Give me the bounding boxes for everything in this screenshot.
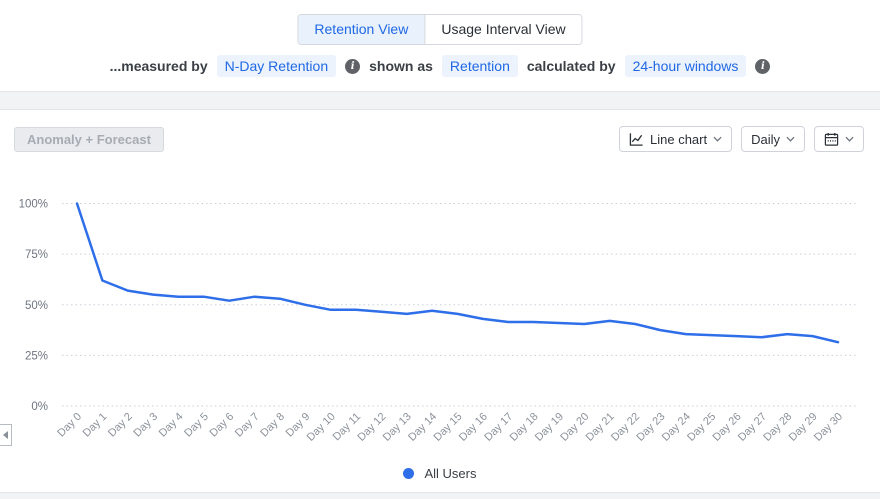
chevron-down-icon [713,136,722,142]
chart-legend: All Users [0,460,880,486]
x-axis-tick-label: Day 3 [131,411,160,440]
line-chart-icon [629,132,644,147]
x-axis-tick-label: Day 4 [157,411,186,440]
shown-as-label: shown as [369,58,433,74]
series-label[interactable]: All Users [424,465,477,481]
x-axis-tick-label: Day 5 [182,411,211,440]
chevron-down-icon [845,136,854,142]
y-axis-tick-label: 25% [25,350,48,362]
tab-usage-interval-view[interactable]: Usage Interval View [424,15,582,44]
footer-divider [0,492,880,499]
interval-button[interactable]: Daily [741,126,805,152]
x-axis-tick-label: Day 30 [812,411,845,444]
section-divider [0,91,880,110]
x-axis-tick-label: Day 10 [305,411,338,444]
x-axis-tick-label: Day 2 [106,411,135,440]
info-icon-calculation[interactable]: i [755,58,771,74]
window-chip[interactable]: 24-hour windows [624,55,747,77]
x-axis-tick-label: Day 1 [81,411,110,440]
y-axis-tick-label: 100% [19,199,48,211]
tab-retention-view[interactable]: Retention View [298,15,425,44]
interval-label: Daily [751,131,780,147]
measurement-settings-row: ...measured by N-Day Retention i shown a… [0,53,880,79]
shown-as-chip[interactable]: Retention [441,55,518,77]
y-axis-tick-label: 50% [25,300,48,312]
x-axis-tick-label: Day 8 [258,411,287,440]
series-color-dot [403,467,415,479]
y-axis-tick-label: 0% [31,401,48,413]
y-axis-tick-label: 75% [25,249,48,261]
chart-type-button[interactable]: Line chart [619,126,733,152]
date-range-button[interactable] [814,126,864,152]
x-axis-tick-label: Day 0 [55,411,84,440]
measured-by-label: ...measured by [109,58,208,74]
all-users-line[interactable] [75,202,840,344]
arrow-left-icon [3,431,8,439]
metric-type-chip[interactable]: N-Day Retention [216,55,337,77]
info-icon-metric[interactable]: i [345,58,361,74]
collapse-panel-button[interactable] [0,424,12,446]
calculated-by-label: calculated by [526,58,616,74]
chevron-down-icon [786,136,795,142]
calendar-icon [824,132,839,147]
anomaly-forecast-button[interactable]: Anomaly + Forecast [14,127,164,152]
x-axis-tick-label: Day 7 [233,411,262,440]
x-axis-tick-label: Day 6 [208,411,237,440]
chart-toolbar: Line chart Daily [619,126,864,152]
chart-type-label: Line chart [650,131,708,147]
view-toggle: Retention View Usage Interval View [297,14,583,45]
